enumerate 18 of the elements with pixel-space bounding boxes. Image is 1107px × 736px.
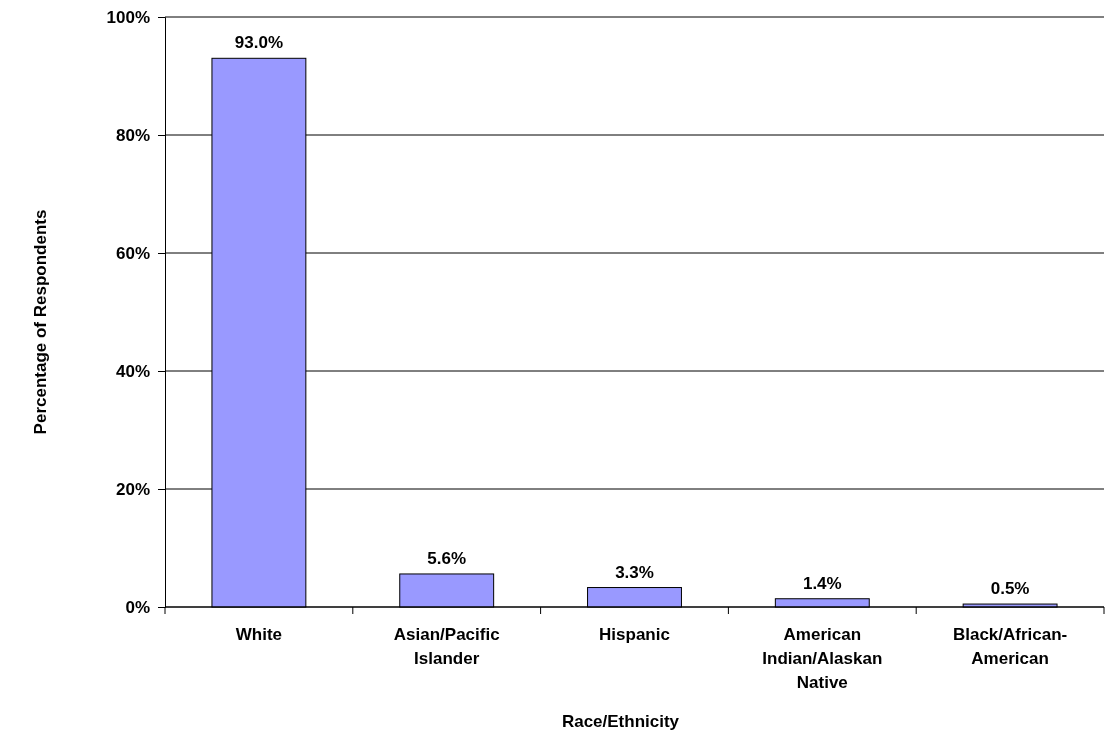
y-tick-label: 20% [115, 479, 150, 499]
y-tick-label: 0% [125, 597, 150, 617]
x-tick-label: Asian/Pacific Islander [393, 625, 500, 668]
y-tick-label: 60% [115, 243, 150, 263]
data-label: 5.6% [427, 548, 467, 568]
y-axis-title: Percentage of Respondents [31, 209, 50, 435]
y-tick-label: 80% [115, 125, 150, 145]
x-tick-label: Hispanic [599, 625, 670, 644]
x-tick-label: White [235, 625, 283, 644]
data-label: 0.5% [990, 579, 1030, 599]
data-label: 1.4% [802, 573, 842, 593]
x-tick-label: Black/African-American [952, 625, 1068, 668]
y-tick-label: 40% [115, 361, 150, 381]
x-axis-title: Race/Ethnicity [561, 712, 680, 731]
x-tick-label: American Indian/Alaskan Native [762, 625, 883, 692]
data-label: 3.3% [615, 562, 654, 582]
y-tick-label: 100% [106, 7, 150, 27]
data-label: 93.0% [234, 33, 283, 53]
